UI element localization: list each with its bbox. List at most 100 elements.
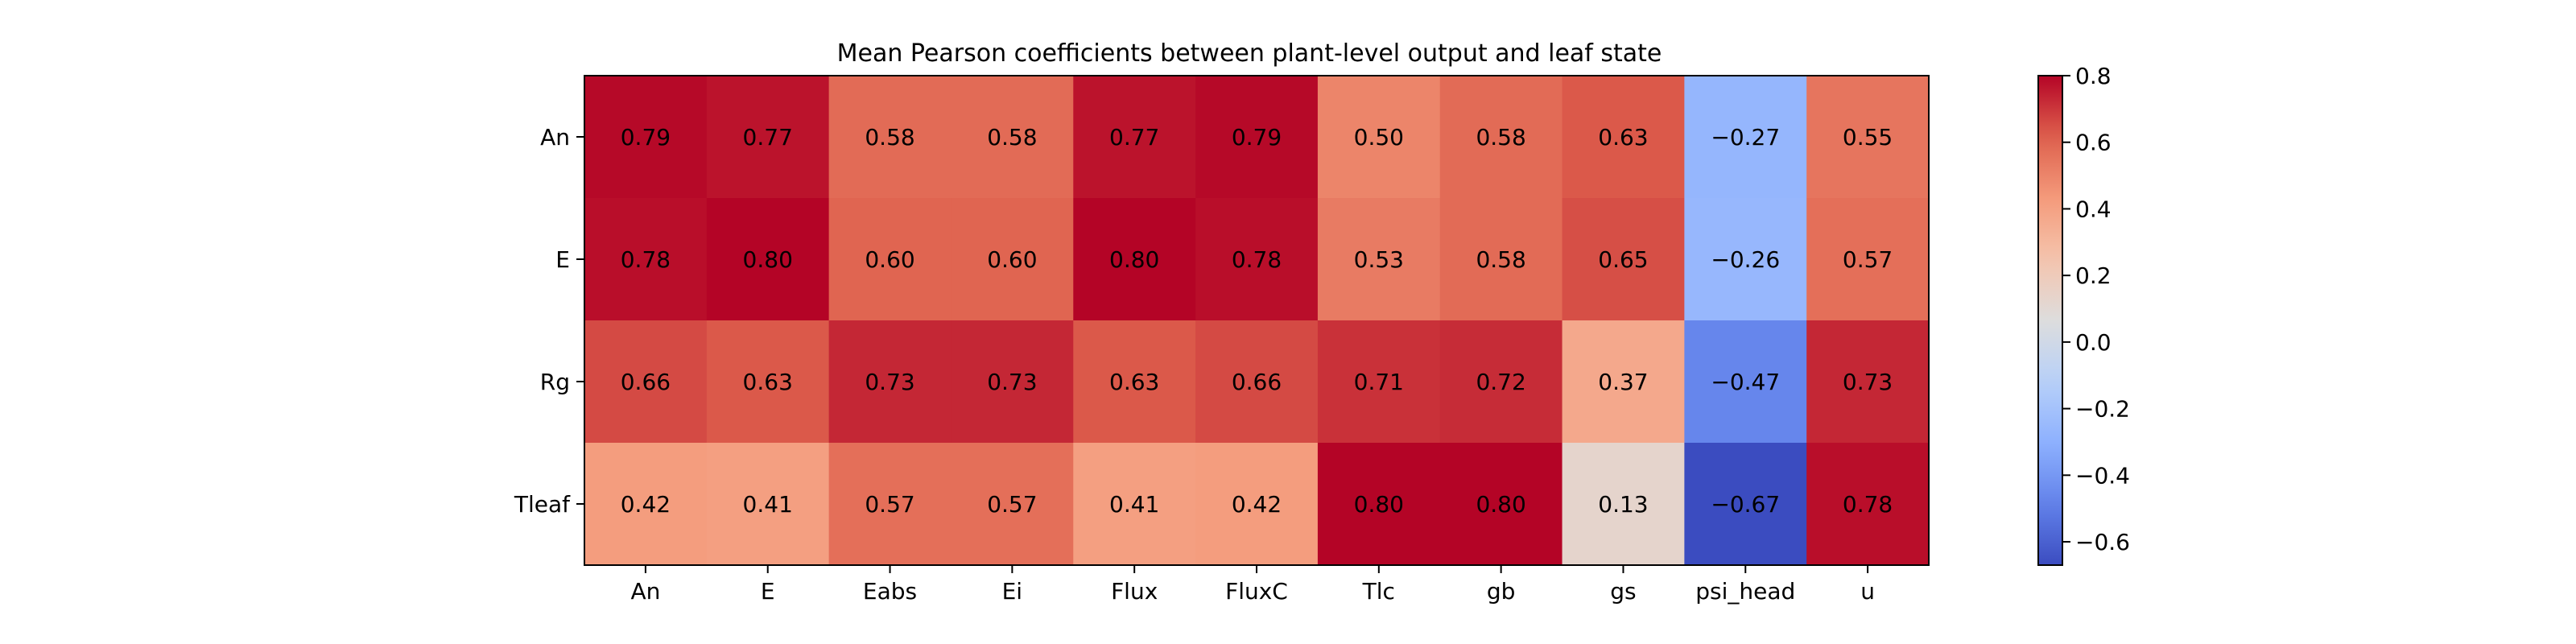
colorbar-tick-label: 0.4 [2075, 196, 2112, 222]
heatmap-cell [1073, 198, 1196, 321]
heatmap-cell [1806, 320, 1930, 444]
y-tick-label: E [555, 246, 570, 273]
heatmap-cell [828, 76, 952, 199]
y-tick-label: An [540, 124, 570, 151]
cell-value-label: 0.53 [1354, 246, 1404, 273]
heatmap-cell [951, 443, 1074, 566]
cell-value-label: 0.13 [1598, 491, 1648, 518]
cell-value-label: 0.63 [1598, 124, 1648, 151]
x-tick-label: Tlc [1362, 578, 1395, 605]
heatmap-cell [1195, 76, 1319, 199]
cell-value-label: 0.58 [1476, 246, 1525, 273]
colorbar-tick-label: −0.2 [2075, 396, 2130, 423]
x-tick-label: u [1860, 578, 1875, 605]
cell-value-label: 0.72 [1476, 369, 1525, 395]
cell-value-labels: 0.79 0.77 0.58 0.58 0.77 0.79 0.50 0.58 0.63 −0.2… [621, 124, 1893, 518]
heatmap-cell [584, 320, 708, 444]
heatmap-cell [1073, 76, 1196, 199]
cell-value-label: 0.63 [743, 369, 793, 395]
cell-value-label: 0.66 [621, 369, 671, 395]
heatmap-cell [1317, 443, 1441, 566]
cell-value-label: 0.80 [1476, 491, 1525, 518]
cell-value-label: 0.42 [621, 491, 671, 518]
heatmap-cell [1806, 198, 1930, 321]
x-tick-label: FluxC [1225, 578, 1288, 605]
chart-title: Mean Pearson coefficients between plant-… [837, 39, 1662, 68]
cell-value-label: 0.78 [1843, 491, 1893, 518]
cell-value-label: 0.71 [1354, 369, 1404, 395]
y-tick-label: Tleaf [514, 491, 571, 518]
heatmap-cell [1317, 320, 1441, 444]
x-tick-label: Eabs [863, 578, 917, 605]
cell-value-label: 0.60 [865, 246, 914, 273]
cell-value-label: 0.41 [1109, 491, 1159, 518]
heatmap-cell [828, 198, 952, 321]
cell-value-label: 0.60 [987, 246, 1037, 273]
y-axis: An E Rg Tleaf [514, 124, 584, 518]
x-tick-label: gs [1610, 578, 1636, 605]
colorbar-gradient [2037, 75, 2063, 566]
cell-value-label: 0.80 [1354, 491, 1404, 518]
heatmap-cell [584, 198, 708, 321]
cell-value-label: 0.80 [1109, 246, 1159, 273]
colorbar-tick-label: 0.8 [2075, 63, 2112, 89]
heatmap-cell [1684, 320, 1807, 444]
cell-value-label: 0.57 [865, 491, 914, 518]
cell-value-label: 0.50 [1354, 124, 1404, 151]
cell-value-label: 0.77 [743, 124, 793, 151]
heatmap-cell [1562, 320, 1685, 444]
heatmap-cell [1439, 198, 1563, 321]
heatmap-cell [1806, 443, 1930, 566]
cell-value-label: 0.79 [1232, 124, 1282, 151]
cell-value-label: 0.77 [1109, 124, 1159, 151]
cell-value-label: 0.65 [1598, 246, 1648, 273]
heatmap-cell [1073, 320, 1196, 444]
x-tick-label: gb [1487, 578, 1516, 605]
heatmap-cell [828, 443, 952, 566]
colorbar-tick-label: 0.2 [2075, 262, 2112, 289]
heatmap-cell [706, 320, 830, 444]
cell-value-label: 0.66 [1232, 369, 1282, 395]
colorbar-tick-label: −0.6 [2075, 529, 2130, 555]
cell-value-label: 0.80 [743, 246, 793, 273]
heatmap-cell [1195, 320, 1319, 444]
cell-value-label: 0.58 [987, 124, 1037, 151]
cell-value-label: 0.37 [1598, 369, 1648, 395]
x-tick-label: Flux [1111, 578, 1158, 605]
colorbar-tick-label: 0.0 [2075, 329, 2112, 356]
colorbar: 0.8 0.6 0.4 0.2 0.0 −0.2 −0.4 −0.6 [2037, 63, 2130, 566]
cell-value-label: −0.26 [1711, 246, 1780, 273]
heatmap-cell [1439, 320, 1563, 444]
cell-value-label: 0.57 [987, 491, 1037, 518]
heatmap-cell [706, 443, 830, 566]
heatmap-cell [706, 76, 830, 199]
x-tick-label: An [630, 578, 660, 605]
heatmap-cell [951, 320, 1074, 444]
heatmap-cell [1317, 76, 1441, 199]
cell-value-label: 0.73 [987, 369, 1037, 395]
heatmap-cell [1562, 443, 1685, 566]
x-axis: An E Eabs Ei Flux FluxC Tlc gb gs psi_head u [630, 565, 1875, 605]
heatmap-cell [1562, 76, 1685, 199]
cell-value-label: 0.73 [865, 369, 914, 395]
x-tick-label: psi_head [1695, 578, 1795, 605]
cell-value-label: −0.67 [1711, 491, 1780, 518]
cell-value-label: 0.79 [621, 124, 671, 151]
cell-value-label: −0.47 [1711, 369, 1780, 395]
heatmap-cell [584, 443, 708, 566]
heatmap-cell [1684, 443, 1807, 566]
heatmap-cell [584, 76, 708, 199]
heatmap-cell [1562, 198, 1685, 321]
heatmap-cell [1195, 198, 1319, 321]
colorbar-tick-label: 0.6 [2075, 130, 2112, 156]
colorbar-tick-label: −0.4 [2075, 462, 2130, 489]
y-tick-label: Rg [540, 369, 570, 395]
heatmap-cell [1317, 198, 1441, 321]
heatmap-cells [584, 76, 1930, 566]
heatmap-cell [828, 320, 952, 444]
cell-value-label: 0.42 [1232, 491, 1282, 518]
cell-value-label: 0.78 [621, 246, 671, 273]
heatmap-cell [706, 198, 830, 321]
cell-value-label: 0.73 [1843, 369, 1893, 395]
cell-value-label: 0.78 [1232, 246, 1282, 273]
